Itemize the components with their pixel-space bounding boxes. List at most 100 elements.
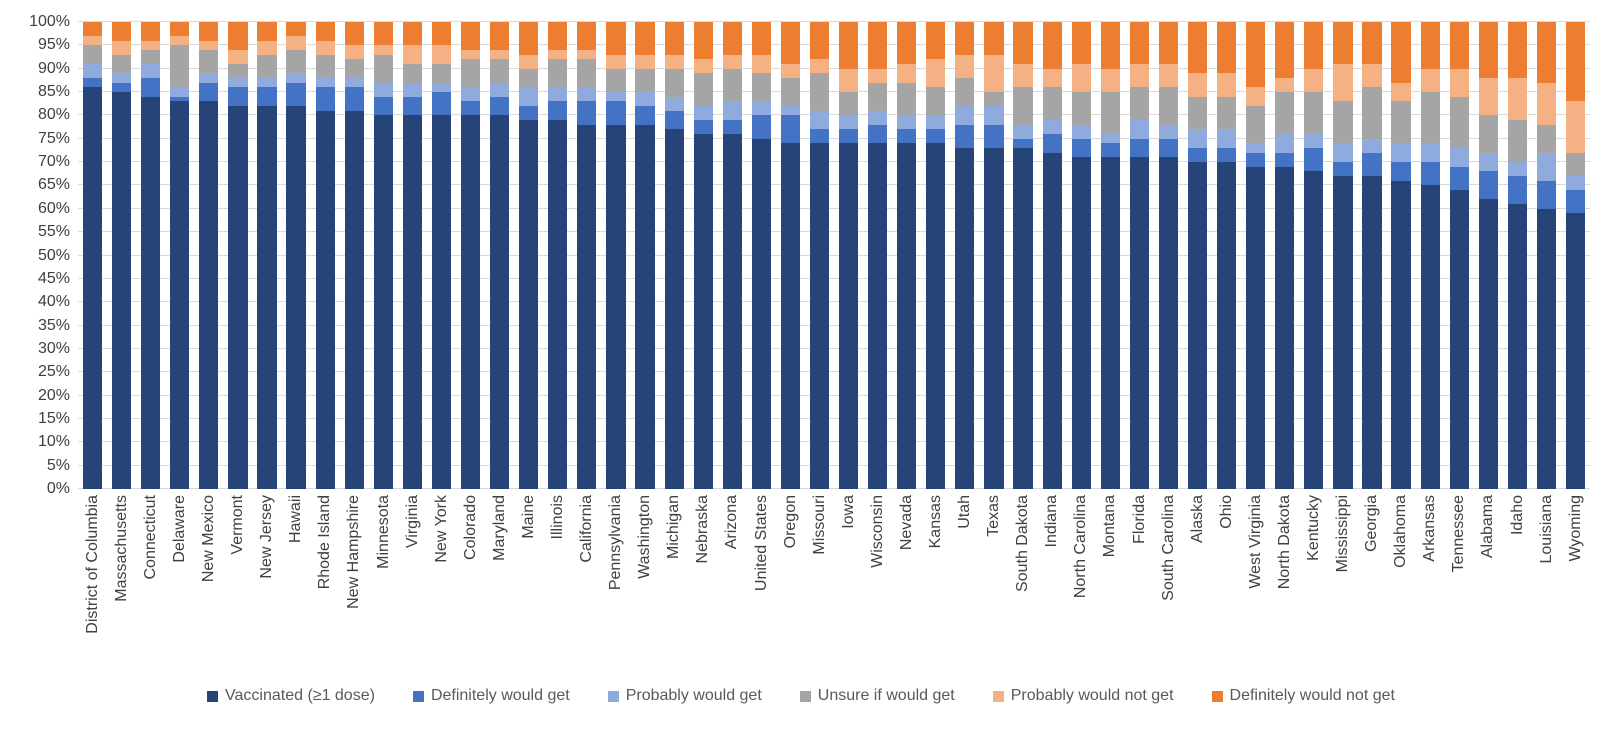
bar-segment-definitely-would-not-get <box>1216 22 1237 74</box>
x-axis-cell: Florida <box>1125 495 1154 677</box>
legend-label: Definitely would not get <box>1229 687 1395 704</box>
bar-segment-definitely-would-not-get <box>1304 22 1324 69</box>
x-axis-cell: Illinois <box>543 495 572 677</box>
bar-segment-definitely-would-not-get <box>897 22 917 65</box>
bar-segment-definitely-would-get <box>1275 152 1295 167</box>
bar-segment-unsure-if-would-get <box>897 82 917 116</box>
bar-segment-vaccinated <box>1129 157 1149 489</box>
bar-segment-definitely-would-get <box>1362 152 1382 177</box>
bar-segment-probably-would-not-get <box>199 40 219 51</box>
y-axis-tick-label: 75% <box>37 129 70 147</box>
bar-stack <box>170 22 190 489</box>
bar-segment-definitely-would-not-get <box>373 22 393 46</box>
bar-segment-vaccinated <box>228 106 248 489</box>
bar-stack <box>286 22 306 489</box>
x-axis-category-label: Florida <box>1130 495 1148 544</box>
bar-stack <box>548 22 568 489</box>
x-axis-category-label: West Virginia <box>1246 495 1264 589</box>
bar-segment-definitely-would-get <box>1042 134 1062 153</box>
bar-segment-unsure-if-would-get <box>1129 87 1149 121</box>
bar-column <box>252 22 281 489</box>
gridline <box>78 207 1590 209</box>
bar-column <box>107 22 136 489</box>
bar-segment-vaccinated <box>1158 157 1179 489</box>
bar-segment-probably-would-not-get <box>635 54 655 69</box>
x-axis-category-label: Virginia <box>403 495 421 549</box>
bar-segment-unsure-if-would-get <box>257 54 277 79</box>
x-axis-cell: Michigan <box>660 495 689 677</box>
x-axis-cell: Iowa <box>834 495 863 677</box>
gridline <box>78 114 1590 116</box>
bar-segment-probably-would-get <box>1304 134 1324 149</box>
bar-segment-unsure-if-would-get <box>1013 87 1033 125</box>
bar-segment-probably-would-not-get <box>577 50 597 60</box>
bar-segment-vaccinated <box>1042 152 1062 489</box>
bar-column <box>165 22 194 489</box>
bar-segment-probably-would-get <box>1362 138 1382 153</box>
x-axis-category-label: District of Columbia <box>83 495 101 634</box>
bar-segment-probably-would-not-get <box>955 54 975 79</box>
bar-segment-vaccinated <box>344 110 364 489</box>
bar-segment-probably-would-not-get <box>402 45 422 65</box>
bar-segment-unsure-if-would-get <box>1304 92 1324 135</box>
bar-column <box>1445 22 1474 489</box>
bar-segment-probably-would-not-get <box>1362 64 1382 88</box>
x-axis-category-label: New Hampshire <box>345 495 363 609</box>
bar-segment-definitely-would-not-get <box>1507 22 1527 79</box>
bar-segment-definitely-would-get <box>170 96 190 102</box>
bar-column <box>1503 22 1532 489</box>
legend-item-probably-would-get: Probably would get <box>607 687 762 705</box>
bar-column <box>892 22 921 489</box>
bar-column <box>1357 22 1386 489</box>
bar-segment-probably-would-not-get <box>1013 64 1033 88</box>
bar-segment-unsure-if-would-get <box>751 73 771 102</box>
bar-segment-unsure-if-would-get <box>1100 92 1120 135</box>
y-axis-tick-label: 30% <box>37 339 70 357</box>
bar-segment-unsure-if-would-get <box>1507 120 1527 163</box>
bar-stack <box>402 22 422 489</box>
bar-segment-definitely-would-get <box>1129 138 1149 158</box>
bar-stack <box>838 22 859 489</box>
legend-item-definitely-would-get: Definitely would get <box>412 687 570 705</box>
legend-swatch-icon <box>412 690 424 702</box>
bar-segment-probably-would-get <box>548 87 568 102</box>
bar-segment-vaccinated <box>1275 166 1295 489</box>
bar-segment-probably-would-not-get <box>431 45 452 65</box>
gridline <box>78 488 1590 489</box>
bar-stack <box>780 22 801 489</box>
bar-segment-probably-would-not-get <box>373 45 393 55</box>
bar-segment-definitely-would-not-get <box>1100 22 1120 69</box>
bar-segment-vaccinated <box>1565 213 1586 489</box>
bar-column <box>1125 22 1154 489</box>
bar-stack <box>635 22 655 489</box>
x-axis-cell: Vermont <box>223 495 252 677</box>
bar-segment-definitely-would-not-get <box>199 22 219 41</box>
bar-segment-probably-would-get <box>1216 129 1237 149</box>
x-axis-cell: New Hampshire <box>340 495 369 677</box>
bar-segment-probably-would-not-get <box>1333 64 1353 102</box>
bar-segment-probably-would-not-get <box>1071 64 1091 93</box>
bar-segment-vaccinated <box>1216 162 1237 489</box>
bar-stack <box>1275 22 1295 489</box>
bar-column <box>1009 22 1038 489</box>
x-axis-cell: New Jersey <box>252 495 281 677</box>
bar-segment-definitely-would-not-get <box>1042 22 1062 69</box>
x-axis-cell: Pennsylvania <box>601 495 630 677</box>
gridline <box>78 44 1590 46</box>
bar-column <box>427 22 456 489</box>
bar-segment-unsure-if-would-get <box>519 68 539 88</box>
bar-segment-vaccinated <box>548 120 568 489</box>
x-axis-cell: North Dakota <box>1270 495 1299 677</box>
bar-segment-probably-would-get <box>112 73 132 83</box>
bar-segment-unsure-if-would-get <box>780 78 801 107</box>
bar-segment-vaccinated <box>460 115 481 489</box>
bar-stack <box>926 22 946 489</box>
x-axis-category-label: Arkansas <box>1421 495 1439 562</box>
x-axis-category-label: Maine <box>519 495 537 539</box>
bar-segment-definitely-would-get <box>1391 162 1411 181</box>
x-axis-category-label: North Dakota <box>1275 495 1293 590</box>
bar-column <box>747 22 776 489</box>
bar-segment-probably-would-not-get <box>809 59 830 74</box>
x-axis-category-label: Michigan <box>665 495 683 560</box>
bar-stack <box>1420 22 1440 489</box>
